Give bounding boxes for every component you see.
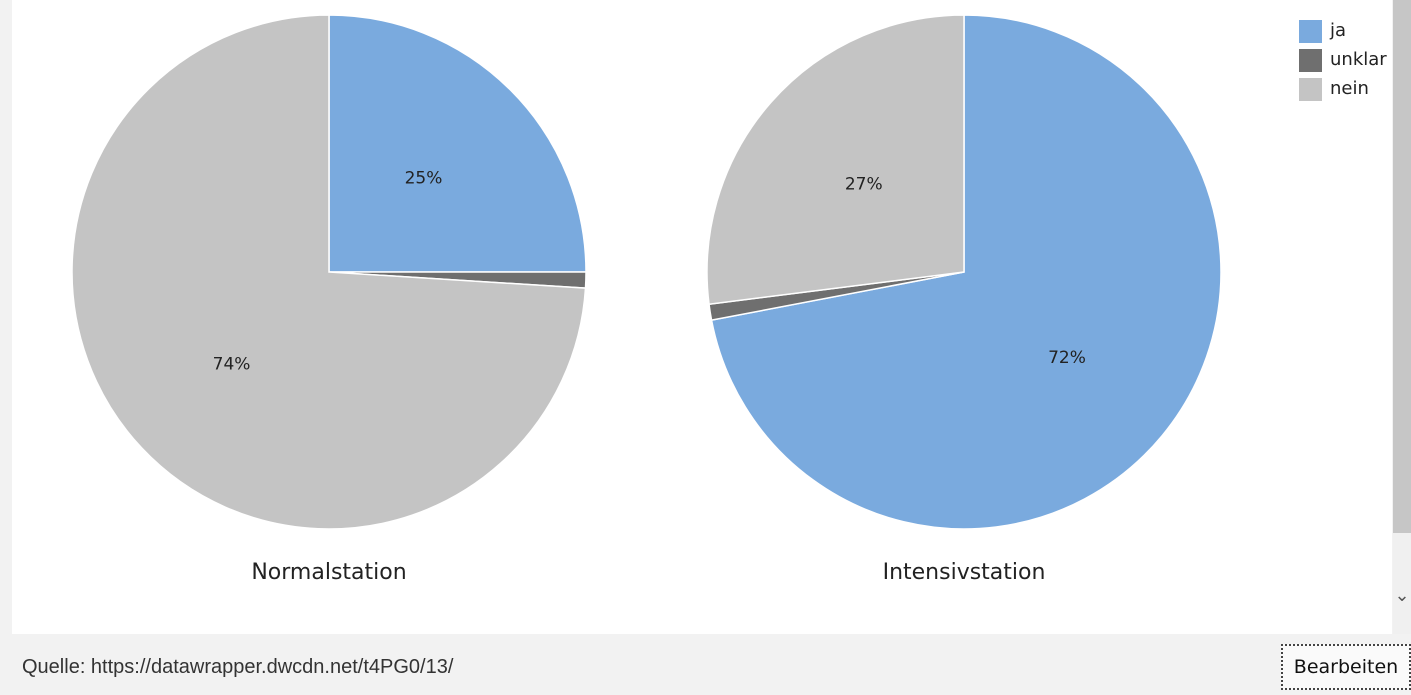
chevron-down-icon[interactable]: ⌄ (1394, 585, 1410, 605)
pie-value-label-0-nein: 74% (213, 354, 251, 374)
chart-panel: 25% 74% 72% 27% Normalstation Intensivstati… (12, 0, 1392, 634)
legend-label-unklar: unklar (1330, 49, 1387, 70)
legend-label-ja: ja (1330, 20, 1347, 41)
pie-title-normalstation: Normalstation (251, 560, 407, 585)
pie-slice-1-nein (706, 14, 965, 306)
pie-slice-1-ja (710, 14, 1222, 530)
legend-swatch-nein (1299, 78, 1322, 101)
pie-value-label-0-ja: 25% (405, 169, 443, 189)
pie-value-label-1-nein: 27% (845, 175, 883, 195)
legend-swatch-ja (1299, 20, 1322, 43)
scrollbar-thumb[interactable] (1393, 0, 1411, 533)
pie-slice-0-nein (71, 14, 587, 530)
edit-button[interactable]: Bearbeiten (1281, 644, 1411, 690)
pie-title-intensivstation: Intensivstation (882, 560, 1046, 585)
footer: Quelle: https://datawrapper.dwcdn.net/t4… (0, 634, 1411, 695)
pie-value-label-1-ja: 72% (1048, 348, 1086, 368)
vertical-scrollbar[interactable]: ⌄ (1393, 0, 1411, 634)
source-text: Quelle: https://datawrapper.dwcdn.net/t4… (22, 656, 454, 678)
legend-swatch-unklar (1299, 49, 1322, 72)
legend-label-nein: nein (1330, 78, 1369, 99)
pie-slice-0-ja (328, 14, 587, 273)
pie-charts-svg: 25% 74% 72% 27% (71, 14, 1222, 530)
